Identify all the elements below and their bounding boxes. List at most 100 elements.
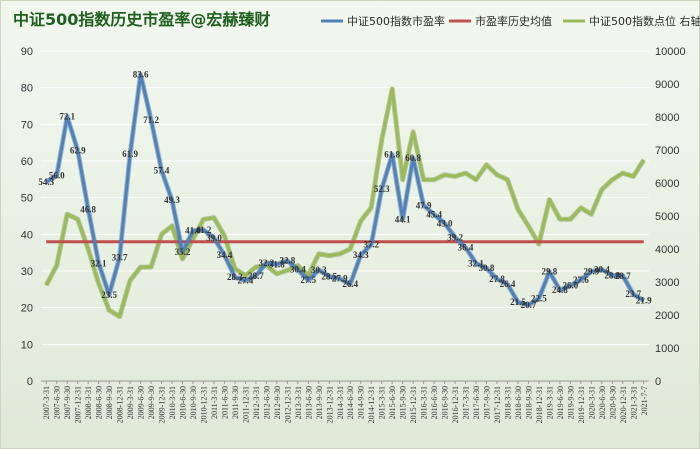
pe-data-label: 44.1: [395, 214, 411, 224]
x-tick-label: 2019-6-30: [556, 386, 565, 419]
pe-data-label: 26.4: [342, 279, 358, 289]
y-left-tick-label: 80: [21, 83, 33, 95]
y-right-tick-label: 3000: [655, 277, 679, 289]
y-left-tick-label: 70: [21, 119, 33, 131]
x-tick-label: 2012-3-31: [252, 386, 261, 419]
x-tick-label: 2019-3-31: [545, 386, 554, 419]
pe-data-label: 36.4: [458, 243, 474, 253]
pe-data-label: 31.8: [269, 259, 285, 269]
x-tick-label: 2020-3-31: [587, 386, 596, 419]
legend-label-mean: 市盈率历史均值: [475, 14, 552, 28]
pe-data-label: 34.3: [353, 250, 369, 260]
x-tick-label: 2008-3-31: [84, 386, 93, 419]
x-tick-label: 2013-9-30: [315, 386, 324, 419]
x-tick-label: 2021-3-31: [629, 386, 638, 419]
pe-data-label: 32.1: [91, 258, 107, 268]
pe-data-label: 32.8: [279, 256, 295, 266]
pe-data-label: 45.4: [426, 210, 442, 220]
x-tick-label: 2011-6-30: [220, 386, 229, 419]
y-right-tick-label: 7000: [655, 145, 679, 157]
pe-data-label: 35.2: [175, 247, 191, 257]
y-left-tick-label: 50: [21, 193, 33, 205]
x-tick-label: 2007-6-30: [53, 386, 62, 419]
pe-data-label: 49.3: [164, 195, 180, 205]
pe-data-label: 62.9: [70, 145, 86, 155]
y-left-tick-label: 20: [21, 303, 33, 315]
series-line-pe: [45, 73, 645, 307]
x-tick-label: 2020-9-30: [608, 386, 617, 419]
x-tick-label: 2019-9-30: [566, 386, 575, 419]
pe-data-label: 39.2: [447, 232, 463, 242]
pe-data-label: 22.5: [531, 294, 547, 304]
x-tick-label: 2017-3-31: [462, 386, 471, 419]
x-tick-label: 2007-3-31: [42, 386, 51, 419]
pe-data-label: 54.3: [38, 177, 54, 187]
x-tick-label: 2020-6-30: [598, 386, 607, 419]
x-tick-label: 2012-6-30: [262, 386, 271, 419]
x-tick-label: 2011-12-31: [241, 386, 250, 423]
x-tick-label: 2014-3-31: [336, 386, 345, 419]
pe-data-label: 28.7: [615, 271, 631, 281]
y-right-tick-label: 6000: [655, 178, 679, 190]
x-tick-label: 2017-6-30: [472, 386, 481, 419]
pe-data-label: 27.5: [300, 275, 316, 285]
pe-data-label: 26.4: [500, 279, 516, 289]
y-right-tick-label: 2000: [655, 310, 679, 322]
pe-data-label: 27.6: [573, 275, 589, 285]
pe-data-label: 21.5: [510, 297, 526, 307]
x-tick-label: 2010-6-30: [179, 386, 188, 419]
data-labels: 54.356.0 72.1 62.9 46.8 32.1 23.5 33.7 61.9 83.6…: [38, 69, 652, 310]
x-tick-label: 2013-6-30: [304, 386, 313, 419]
x-tick-label: 2018-9-30: [524, 386, 533, 419]
pe-data-label: 57.4: [154, 166, 170, 176]
x-tick-label: 2016-9-30: [441, 386, 450, 419]
x-tick-label: 2009-6-30: [137, 386, 146, 419]
x-tick-label: 2014-12-31: [367, 386, 376, 423]
x-tick-label: 2019-12-31: [577, 386, 586, 423]
x-tick-label: 2014-6-30: [346, 386, 355, 419]
pe-data-label: 30.3: [311, 265, 327, 275]
y-left-tick-label: 90: [21, 46, 33, 58]
x-tick-label: 2013-3-31: [294, 386, 303, 419]
y-left-tick-label: 40: [21, 229, 33, 241]
x-tick-label: 2018-12-31: [535, 386, 544, 423]
x-tick-label: 2009-3-31: [126, 386, 135, 419]
pe-data-label: 60.8: [405, 153, 421, 163]
pe-data-label: 28.3: [227, 272, 243, 282]
x-tick-label: 2020-12-31: [619, 386, 628, 423]
pe-data-label: 34.4: [217, 250, 233, 260]
x-tick-label: 2010-9-30: [189, 386, 198, 419]
pe-data-label: 46.8: [80, 204, 96, 214]
y-right-tick-label: 8000: [655, 112, 679, 124]
legend-item-index: 中证500指数点位 右轴: [563, 14, 700, 28]
x-tick-label: 2021-7-7: [640, 386, 649, 415]
x-axis: 2007-3-31 2007-6-30 2007-9-30 2007-12-31 200…: [41, 380, 649, 423]
x-tick-label: 2008-9-30: [105, 386, 114, 419]
pe-data-label: 30.4: [290, 265, 306, 275]
legend-label-index: 中证500指数点位 右轴: [589, 14, 700, 28]
legend: 中证500指数市盈率 市盈率历史均值 中证500指数点位 右轴: [321, 14, 700, 28]
pe-data-label: 21.9: [636, 296, 652, 306]
x-tick-label: 2017-9-30: [483, 386, 492, 419]
pe-data-label: 71.2: [143, 115, 159, 125]
pe-data-label: 43.0: [437, 218, 453, 228]
y-right-tick-label: 4000: [655, 244, 679, 256]
legend-item-mean: 市盈率历史均值: [449, 14, 552, 28]
pe-data-label: 27.4: [238, 276, 254, 286]
x-tick-label: 2011-3-31: [210, 386, 219, 419]
x-tick-label: 2007-12-31: [74, 386, 83, 423]
x-tick-label: 2015-6-30: [388, 386, 397, 419]
pe-data-label: 56.0: [49, 171, 65, 181]
x-tick-label: 2015-3-31: [378, 386, 387, 419]
x-tick-label: 2010-12-31: [199, 386, 208, 423]
legend-label-pe: 中证500指数市盈率: [347, 14, 445, 28]
pe-data-label: 20.7: [521, 300, 537, 310]
y-left-tick-label: 0: [27, 376, 33, 388]
pe-data-label: 26.0: [563, 281, 579, 291]
pe-data-label: 28.7: [248, 271, 264, 281]
series-layer: [43, 72, 646, 320]
x-tick-label: 2007-9-30: [63, 386, 72, 419]
pe-data-label: 72.1: [59, 112, 75, 122]
